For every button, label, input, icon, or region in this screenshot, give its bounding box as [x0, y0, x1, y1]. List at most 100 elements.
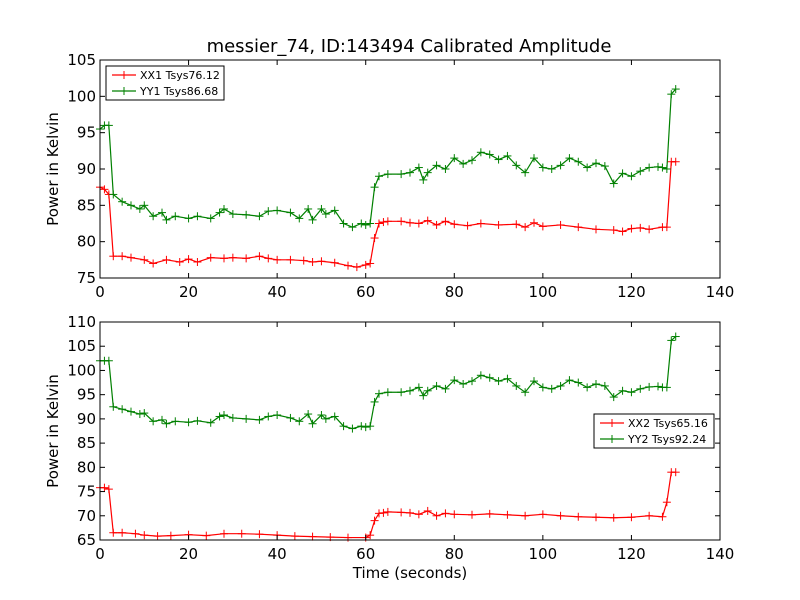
series-2-point — [432, 161, 441, 170]
series-2-point — [530, 154, 538, 163]
series-1-point — [308, 258, 317, 267]
series-2-point — [184, 418, 193, 427]
series-2-point — [357, 219, 366, 228]
series-1-point — [618, 227, 627, 236]
y-axis-label: Power in Kelvin — [44, 374, 62, 488]
series-1-point — [379, 218, 388, 227]
series-2-point — [171, 212, 180, 221]
series-2-point — [671, 332, 680, 341]
series-2-point — [158, 415, 166, 424]
series-1-point — [414, 219, 423, 228]
series-1-point — [273, 255, 282, 264]
series-2-point — [450, 376, 459, 385]
series-1-point — [175, 258, 184, 267]
series-1-point — [370, 234, 379, 243]
series-2-point — [171, 417, 180, 426]
series-1-point — [538, 510, 547, 519]
x-tick-label: 40 — [268, 545, 287, 563]
legend-label: XX2 Tsys65.16 — [628, 417, 708, 430]
series-1-point — [397, 217, 406, 226]
series-2-point — [671, 85, 680, 94]
y-tick-label: 80 — [77, 458, 96, 476]
series-2-point — [645, 382, 654, 391]
x-tick-label: 120 — [617, 545, 646, 563]
series-1-group — [96, 157, 680, 272]
x-tick-label: 140 — [706, 545, 735, 563]
series-1-point — [645, 511, 654, 520]
series-2-point — [357, 422, 366, 431]
series-1-group — [96, 468, 680, 542]
series-2-point — [397, 388, 406, 397]
series-2-point — [476, 371, 485, 380]
series-1-point — [627, 513, 636, 522]
series-1-point — [441, 217, 450, 226]
series-1-point — [530, 218, 538, 227]
y-axis-label: Power in Kelvin — [44, 112, 62, 226]
series-2-point — [485, 150, 494, 159]
series-2-point — [658, 163, 667, 172]
series-2-point — [494, 377, 503, 386]
x-tick-label: 40 — [268, 283, 287, 301]
series-2-point — [609, 393, 618, 402]
series-2-point — [432, 381, 441, 390]
plot-frame — [99, 321, 721, 541]
series-1-point — [383, 217, 392, 226]
series-2-point — [206, 418, 215, 427]
series-2-point — [667, 336, 676, 345]
series-2-point — [220, 204, 228, 213]
series-1-point — [441, 509, 450, 518]
series-1-point — [397, 508, 406, 517]
series-1-point — [308, 532, 317, 541]
series-1-point — [450, 220, 459, 229]
series-1-point — [352, 263, 361, 272]
series-2-point — [494, 155, 503, 164]
series-2-point — [366, 219, 375, 228]
series-2-point — [361, 220, 370, 229]
x-tick-label: 0 — [95, 545, 105, 563]
chart-title: messier_74, ID:143494 Calibrated Amplitu… — [207, 36, 612, 57]
series-1-point — [366, 259, 375, 268]
series-2-point — [397, 170, 406, 179]
series-1-point — [406, 218, 414, 227]
series-1-point — [131, 529, 140, 538]
legend-box — [105, 65, 225, 101]
series-1-point — [645, 225, 654, 234]
series-2-point — [104, 356, 113, 365]
series-1-point — [609, 513, 618, 522]
series-2-point — [450, 154, 459, 163]
series-2-point — [468, 377, 476, 386]
series-1-point — [109, 252, 118, 261]
series-1-point — [450, 510, 459, 519]
series-1-point — [476, 219, 485, 228]
series-2-point — [512, 161, 521, 170]
series-1-point — [242, 254, 251, 263]
x-tick-label: 20 — [179, 545, 198, 563]
series-2-point — [149, 212, 158, 221]
series-2-point — [286, 413, 295, 422]
series-2-point — [348, 424, 357, 433]
series-2-point — [441, 165, 450, 173]
legend-label: XX1 Tsys76.12 — [140, 69, 220, 82]
x-tick-label: 100 — [529, 545, 558, 563]
series-2-point — [423, 168, 432, 177]
series-2-point — [255, 212, 264, 221]
series-2-point — [476, 148, 485, 157]
series-1-point — [414, 510, 423, 519]
series-2-point — [600, 381, 609, 390]
series-1-point — [127, 253, 135, 262]
series-1-point — [423, 506, 432, 515]
series-2-point — [370, 397, 379, 406]
series-2-point — [304, 410, 313, 419]
series-2-point — [135, 204, 144, 213]
series-1-point — [432, 220, 441, 229]
x-tick-label: 60 — [356, 545, 375, 563]
series-1-point — [485, 509, 494, 518]
series-2-point — [375, 172, 383, 181]
y-tick-label: 95 — [77, 386, 96, 404]
series-2-point — [286, 208, 295, 217]
series-2-point — [135, 410, 144, 419]
legend: XX2 Tsys65.16 YY2 Tsys92.24 — [593, 413, 715, 449]
series-2-point — [321, 210, 330, 219]
series-1-point — [627, 224, 636, 233]
y-tick-label: 75 — [77, 269, 96, 287]
